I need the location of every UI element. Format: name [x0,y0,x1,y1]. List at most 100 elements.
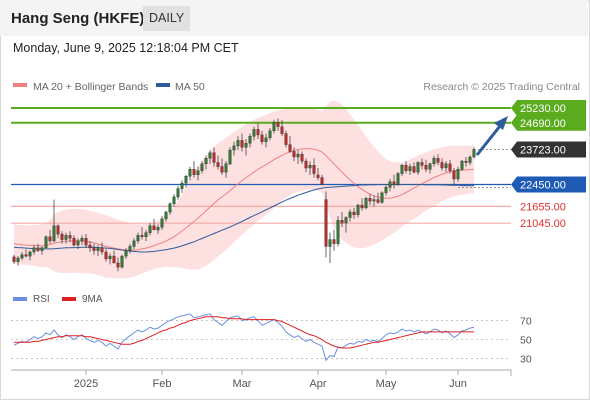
candle-down [436,158,440,163]
candle-down [140,235,144,237]
candles-layer [12,118,476,272]
candle-up [264,137,268,142]
candle-up [344,217,348,224]
candle-up [416,162,420,173]
candle-up [32,247,36,253]
candle-down [404,164,408,171]
candle-up [44,236,48,249]
candle-down [240,140,244,148]
candle-up [468,156,472,163]
candle-up [400,164,404,174]
candle-up [132,240,136,247]
candle-down [376,199,380,203]
candle-down [368,198,372,202]
candle-up [244,142,248,148]
candle-down [116,262,120,268]
x-tick-label-may: May [376,378,397,390]
candle-down [412,166,416,173]
candle-down [68,235,72,239]
candle-down [152,225,156,231]
candle-up [252,129,256,137]
candle-up [236,140,240,147]
header-bar: Hang Seng (HKFE) DAILY [0,0,588,36]
candle-up [20,254,24,259]
candle-down [276,122,280,127]
candle-down [424,164,428,170]
candle-down [324,199,328,247]
timestamp: Monday, June 9, 2025 12:18:04 PM CET [13,41,239,55]
x-tick-label-jun: Jun [449,378,467,390]
candle-down [56,225,60,235]
candle-up [472,149,476,158]
candle-up [328,239,332,247]
candle-up [176,188,180,198]
price-tag-resistance-1: 24690.00 [520,118,566,130]
bollinger-band-area [14,100,474,279]
x-tick-label-mar: Mar [233,378,252,390]
candle-up [28,251,32,257]
candle-up [384,186,388,193]
ma50-legend-swatch [156,83,170,87]
candle-up [460,160,464,170]
candle-down [216,162,220,167]
candle-up [156,226,160,231]
candle-up [168,203,172,213]
candle-up [308,164,312,169]
candle-down [88,244,92,249]
x-tick-label-feb: Feb [153,378,172,390]
candle-down [288,144,292,152]
candle-up [96,247,100,251]
candle-up [224,163,228,173]
price-tag-last-2: 23723.00 [520,144,566,156]
candle-up [268,130,272,138]
price-tag-bg-2 [511,141,586,158]
candle-up [432,158,436,165]
candle-up [380,192,384,203]
candle-down [304,160,308,169]
period-selector[interactable]: DAILY [143,6,191,31]
candle-up [172,196,176,204]
candle-up [144,232,148,237]
projection-arrow-head [494,116,508,130]
candle-down [292,151,296,158]
candle-up [16,257,20,262]
rsi-legend-label: RSI [33,294,50,305]
candle-up [348,211,352,218]
rsi-line [13,313,475,362]
candle-up [64,235,68,240]
projection-arrow-line [475,125,502,156]
candle-down [220,166,224,173]
candle-down [340,220,344,224]
candle-down [72,237,76,246]
candle-up [388,181,392,188]
candle-up [204,158,208,165]
price-tag-bg-0 [511,99,586,116]
ma50-legend-label: MA 50 [175,81,205,93]
candle-up [108,255,112,260]
candle-down [92,247,96,251]
candle-up [228,149,232,165]
ma20-legend-swatch [13,83,27,87]
rsi-tick-label-30: 30 [520,353,532,365]
rsi-ma-legend-label: 9MA [82,294,103,305]
candle-up [136,235,140,242]
candle-down [24,254,28,257]
price-tag-bg-3 [511,176,586,193]
candle-down [440,162,444,169]
candle-up [444,163,448,169]
candle-up [184,175,188,184]
candle-up [396,173,400,185]
candle-down [300,153,304,162]
candle-down [84,237,88,246]
bollinger-band-layer [14,100,474,279]
candle-up [80,237,84,242]
candle-up [364,198,368,209]
ma20-line [13,148,475,251]
candle-down [420,162,424,166]
x-axis-labels: 2025 Feb Mar Apr May Jun [74,370,467,390]
candle-down [464,160,468,163]
candle-down [360,204,364,209]
candle-up [52,225,56,242]
candle-up [180,182,184,189]
